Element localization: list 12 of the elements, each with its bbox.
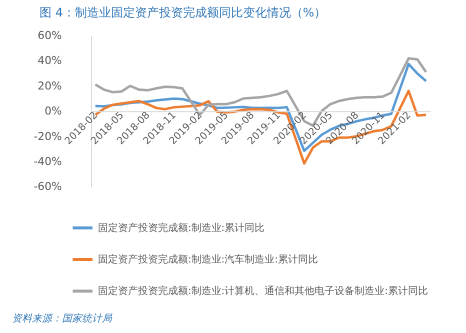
legend-label: 固定资产投资完成额:制造业:累计同比 bbox=[98, 222, 265, 234]
y-tick-label: 0% bbox=[44, 104, 62, 118]
y-tick-label: 20% bbox=[38, 79, 62, 92]
y-tick-label: -60% bbox=[34, 180, 62, 194]
legend-label: 固定资产投资完成额:制造业:汽车制造业:累计同比 bbox=[98, 253, 318, 266]
legend-label: 固定资产投资完成额:制造业:计算机、通信和其他电子设备制造业:累计同比 bbox=[98, 285, 428, 298]
chart-title: 图 4：制造业固定资产投资完成额同比变化情况（%） bbox=[40, 6, 326, 20]
y-tick-label: -40% bbox=[34, 155, 62, 168]
y-tick-label: 40% bbox=[38, 54, 62, 68]
text: 资料来源：国家统计局 bbox=[12, 312, 113, 324]
y-tick-label: 60% bbox=[38, 28, 62, 42]
y-tick-label: -20% bbox=[34, 130, 62, 143]
